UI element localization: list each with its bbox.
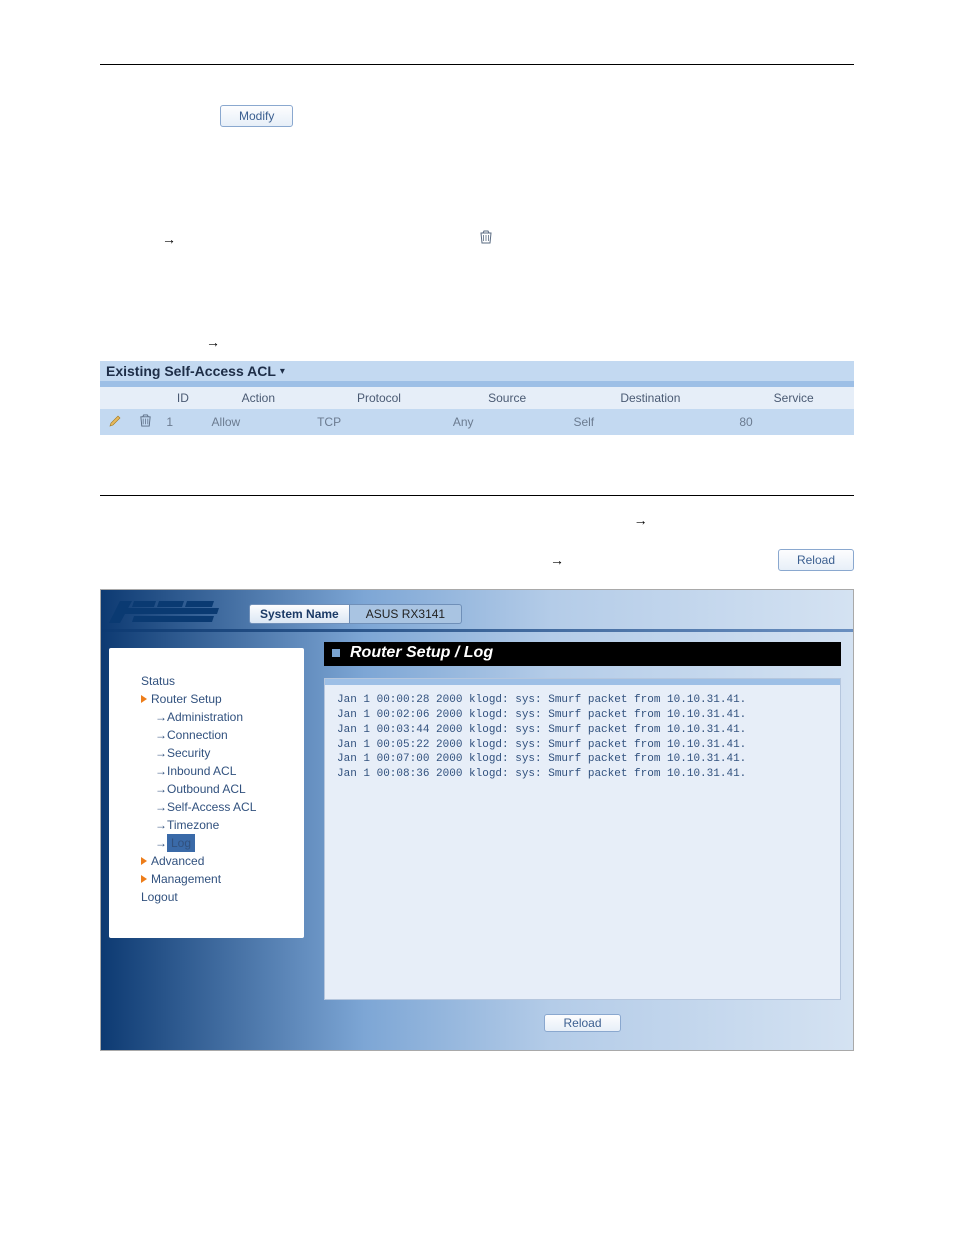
sidebar-sub-item[interactable]: →Self-Access ACL — [141, 798, 296, 816]
content-area: Router Setup / Log Jan 1 00:00:28 2000 k… — [304, 632, 853, 1050]
arrow-icon: → — [155, 728, 167, 742]
acl-title-row: Existing Self-Access ACL ▾ — [100, 361, 854, 381]
trash-icon — [479, 229, 493, 250]
arrow-icon: → — [162, 229, 176, 250]
sidebar-item-router-setup[interactable]: Router Setup — [141, 690, 296, 708]
sidebar-item-status[interactable]: Status — [141, 672, 296, 690]
system-name-box: System Name ASUS RX3141 — [249, 604, 462, 624]
arrow-icon: → — [155, 746, 167, 760]
sidebar: Status Router Setup →Administration→Conn… — [109, 648, 304, 938]
log-line: Jan 1 00:07:00 2000 klogd: sys: Smurf pa… — [337, 752, 828, 767]
table-row: 1AllowTCPAnySelf80 — [100, 409, 854, 435]
arrow-icon: → — [155, 836, 167, 850]
arrow-row-2: → — [100, 332, 854, 353]
acl-col-header: Source — [447, 387, 568, 409]
page-title-bar: Router Setup / Log — [324, 642, 841, 666]
expand-icon — [141, 695, 147, 703]
arrow-icon: → — [155, 782, 167, 796]
sidebar-item-management[interactable]: Management — [141, 870, 296, 888]
pencil-icon — [108, 414, 122, 428]
sidebar-sub-item[interactable]: →Security — [141, 744, 296, 762]
log-accent-bar — [325, 679, 840, 685]
acl-cell: TCP — [311, 409, 447, 435]
modify-button[interactable]: Modify — [220, 105, 293, 127]
log-line: Jan 1 00:00:28 2000 klogd: sys: Smurf pa… — [337, 693, 828, 708]
sidebar-sub-item[interactable]: →Administration — [141, 708, 296, 726]
acl-col-header — [100, 387, 130, 409]
caret-down-icon[interactable]: ▾ — [280, 366, 285, 377]
log-line: Jan 1 00:08:36 2000 klogd: sys: Smurf pa… — [337, 767, 828, 782]
acl-col-header: Service — [733, 387, 854, 409]
acl-cell: Allow — [206, 409, 312, 435]
acl-cell: Any — [447, 409, 568, 435]
arrow-row-3: → — [100, 510, 854, 531]
sidebar-label: Advanced — [151, 852, 204, 870]
sidebar-sub-item[interactable]: →Inbound ACL — [141, 762, 296, 780]
divider — [100, 64, 854, 65]
arrow-icon: → — [634, 510, 648, 531]
sidebar-item-logout[interactable]: Logout — [141, 888, 296, 906]
arrow-icon: → — [155, 710, 167, 724]
acl-col-header: Action — [206, 387, 312, 409]
arrow-reload-row: → Reload — [100, 549, 854, 571]
log-line: Jan 1 00:02:06 2000 klogd: sys: Smurf pa… — [337, 708, 828, 723]
sidebar-label: Router Setup — [151, 690, 222, 708]
expand-icon — [141, 875, 147, 883]
asus-logo — [109, 598, 229, 629]
divider — [100, 495, 854, 496]
acl-col-header — [130, 387, 160, 409]
arrow-trash-row: → — [100, 229, 854, 250]
sidebar-active-label: Log — [167, 834, 195, 852]
log-line: Jan 1 00:05:22 2000 klogd: sys: Smurf pa… — [337, 738, 828, 753]
trash-icon — [139, 413, 152, 428]
edit-cell[interactable] — [100, 409, 130, 435]
sidebar-label: Management — [151, 870, 221, 888]
acl-table: IDActionProtocolSourceDestinationService… — [100, 387, 854, 435]
reload-button[interactable]: Reload — [778, 549, 854, 571]
reload-button[interactable]: Reload — [544, 1014, 620, 1032]
system-name-value: ASUS RX3141 — [350, 604, 462, 624]
sidebar-sub-item[interactable]: →Outbound ACL — [141, 780, 296, 798]
top-bar: System Name ASUS RX3141 — [101, 590, 853, 629]
acl-col-header: Destination — [567, 387, 733, 409]
acl-cell: 80 — [733, 409, 854, 435]
sidebar-sub-item-active[interactable]: →Log — [141, 834, 296, 852]
arrow-icon: → — [550, 550, 564, 571]
router-screenshot: System Name ASUS RX3141 Status Router Se… — [100, 589, 854, 1051]
acl-title: Existing Self-Access ACL — [106, 363, 276, 379]
acl-panel: Existing Self-Access ACL ▾ IDActionProto… — [100, 361, 854, 435]
page-title: Router Setup / Log — [350, 644, 493, 662]
sidebar-sub-item[interactable]: →Timezone — [141, 816, 296, 834]
sidebar-sub-item[interactable]: →Connection — [141, 726, 296, 744]
acl-col-header: Protocol — [311, 387, 447, 409]
modify-button-row: Modify — [100, 105, 854, 127]
system-name-label: System Name — [249, 604, 350, 624]
acl-cell: 1 — [160, 409, 205, 435]
arrow-icon: → — [155, 818, 167, 832]
log-line: Jan 1 00:03:44 2000 klogd: sys: Smurf pa… — [337, 723, 828, 738]
arrow-icon: → — [155, 764, 167, 778]
square-icon — [332, 649, 340, 657]
sidebar-item-advanced[interactable]: Advanced — [141, 852, 296, 870]
arrow-icon: → — [155, 800, 167, 814]
arrow-icon: → — [206, 332, 220, 353]
delete-cell[interactable] — [130, 409, 160, 435]
expand-icon — [141, 857, 147, 865]
log-box: Jan 1 00:00:28 2000 klogd: sys: Smurf pa… — [324, 678, 841, 1000]
acl-cell: Self — [567, 409, 733, 435]
acl-col-header: ID — [160, 387, 205, 409]
reload-row: Reload — [324, 1000, 841, 1050]
